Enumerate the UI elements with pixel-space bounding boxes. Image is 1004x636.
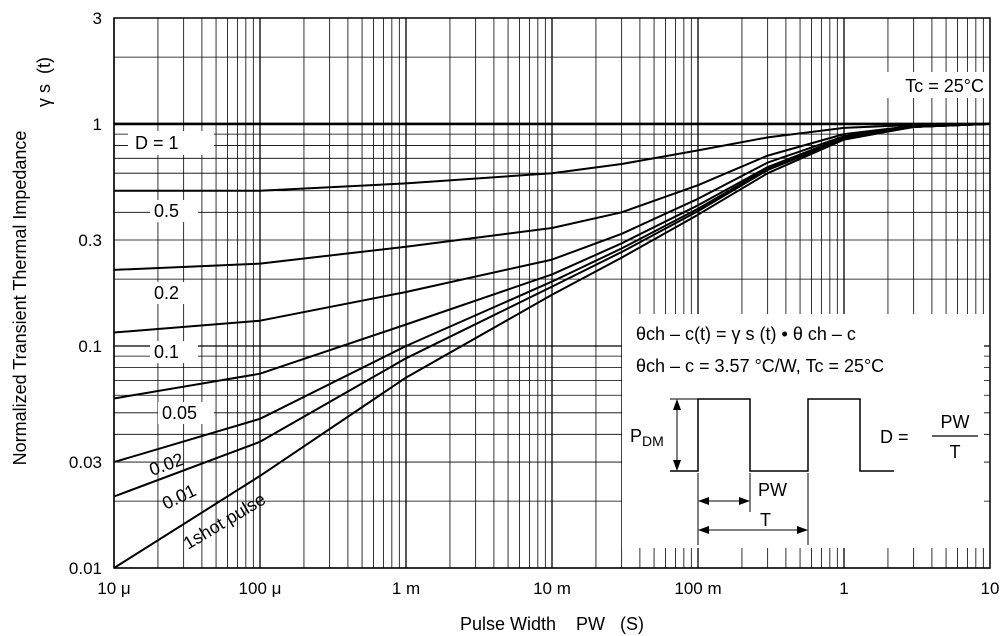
pdm-subscript: DM (642, 433, 664, 449)
curve-label-05: 0.5 (154, 201, 179, 221)
curve-7 (113, 122, 991, 569)
y-tick-label: 0.3 (78, 231, 102, 250)
y-tick-labels: 0.01 0.03 0.1 0.3 1 3 (69, 9, 102, 578)
pw-arrowhead-left (698, 497, 709, 505)
t-arrowhead-left (698, 526, 709, 534)
t-label: T (760, 510, 771, 530)
y-tick-label: 0.01 (69, 559, 102, 578)
y-tick-label: 0.03 (69, 453, 102, 472)
inset-formula-2: θch – c = 3.57 °C/W, Tc = 25°C (636, 356, 884, 376)
duty-formula-lhs: D = (880, 427, 914, 447)
x-tick-label: 100 μ (239, 579, 282, 598)
x-tick-labels: 10 μ 100 μ 1 m 10 m 100 m 1 10 (97, 579, 999, 598)
curve-label-d1: D = 1 (135, 133, 179, 153)
curve-1 (114, 122, 991, 192)
x-tick-label: 1 (839, 579, 848, 598)
duty-formula-denominator: T (950, 442, 961, 462)
curve-label-backdrop-02 (150, 282, 198, 304)
curve-label-backdrop-05 (150, 200, 198, 222)
y-axis-label: Normalized Transient Thermal Impedance (10, 131, 30, 466)
x-tick-label: 1 m (392, 579, 420, 598)
curve-labels: D = 1 0.5 0.2 0.1 0.05 0.02 0.01 1shot p… (128, 131, 269, 553)
inset-formula-1: θch – c(t) = γ s (t) • θ ch – c (636, 324, 856, 344)
x-tick-label: 100 m (674, 579, 721, 598)
curve-label-005: 0.05 (162, 403, 197, 423)
y-tick-label: 3 (93, 9, 102, 28)
pulse-waveform (670, 398, 894, 472)
pdm-arrowhead-bottom (673, 460, 681, 471)
condition-label-backdrop (870, 72, 988, 98)
curve-label-backdrop-01 (150, 341, 198, 363)
t-arrowhead-right (797, 526, 808, 534)
pw-label: PW (758, 480, 787, 500)
inset-background (622, 314, 984, 548)
x-tick-label: 10 μ (97, 579, 130, 598)
curve-label-001: 0.01 (159, 480, 199, 513)
plot-frame (113, 17, 991, 569)
curves (113, 122, 991, 569)
curve-label-01: 0.1 (154, 342, 179, 362)
y-axis-label-symbol: γ s (t) (34, 57, 54, 107)
y-tick-label: 0.1 (78, 337, 102, 356)
pdm-label: PDM (630, 426, 664, 449)
pdm-arrowhead-top (673, 399, 681, 410)
curve-2 (113, 122, 991, 271)
pw-arrowhead-right (739, 497, 750, 505)
curve-label-002: 0.02 (147, 449, 187, 480)
x-tick-label: 10 m (533, 579, 571, 598)
inset-diagram: θch – c(t) = γ s (t) • θ ch – c θch – c … (622, 314, 984, 548)
y-tick-label: 1 (93, 115, 102, 134)
duty-formula-numerator: PW (941, 412, 970, 432)
curve-label-backdrop-005 (158, 402, 214, 424)
x-axis-label: Pulse Width PW (S) (460, 614, 644, 634)
condition-label: Tc = 25°C (905, 76, 984, 96)
curve-label-02: 0.2 (154, 283, 179, 303)
x-tick-label: 10 (981, 579, 1000, 598)
curve-label-backdrop-d1 (128, 131, 214, 155)
